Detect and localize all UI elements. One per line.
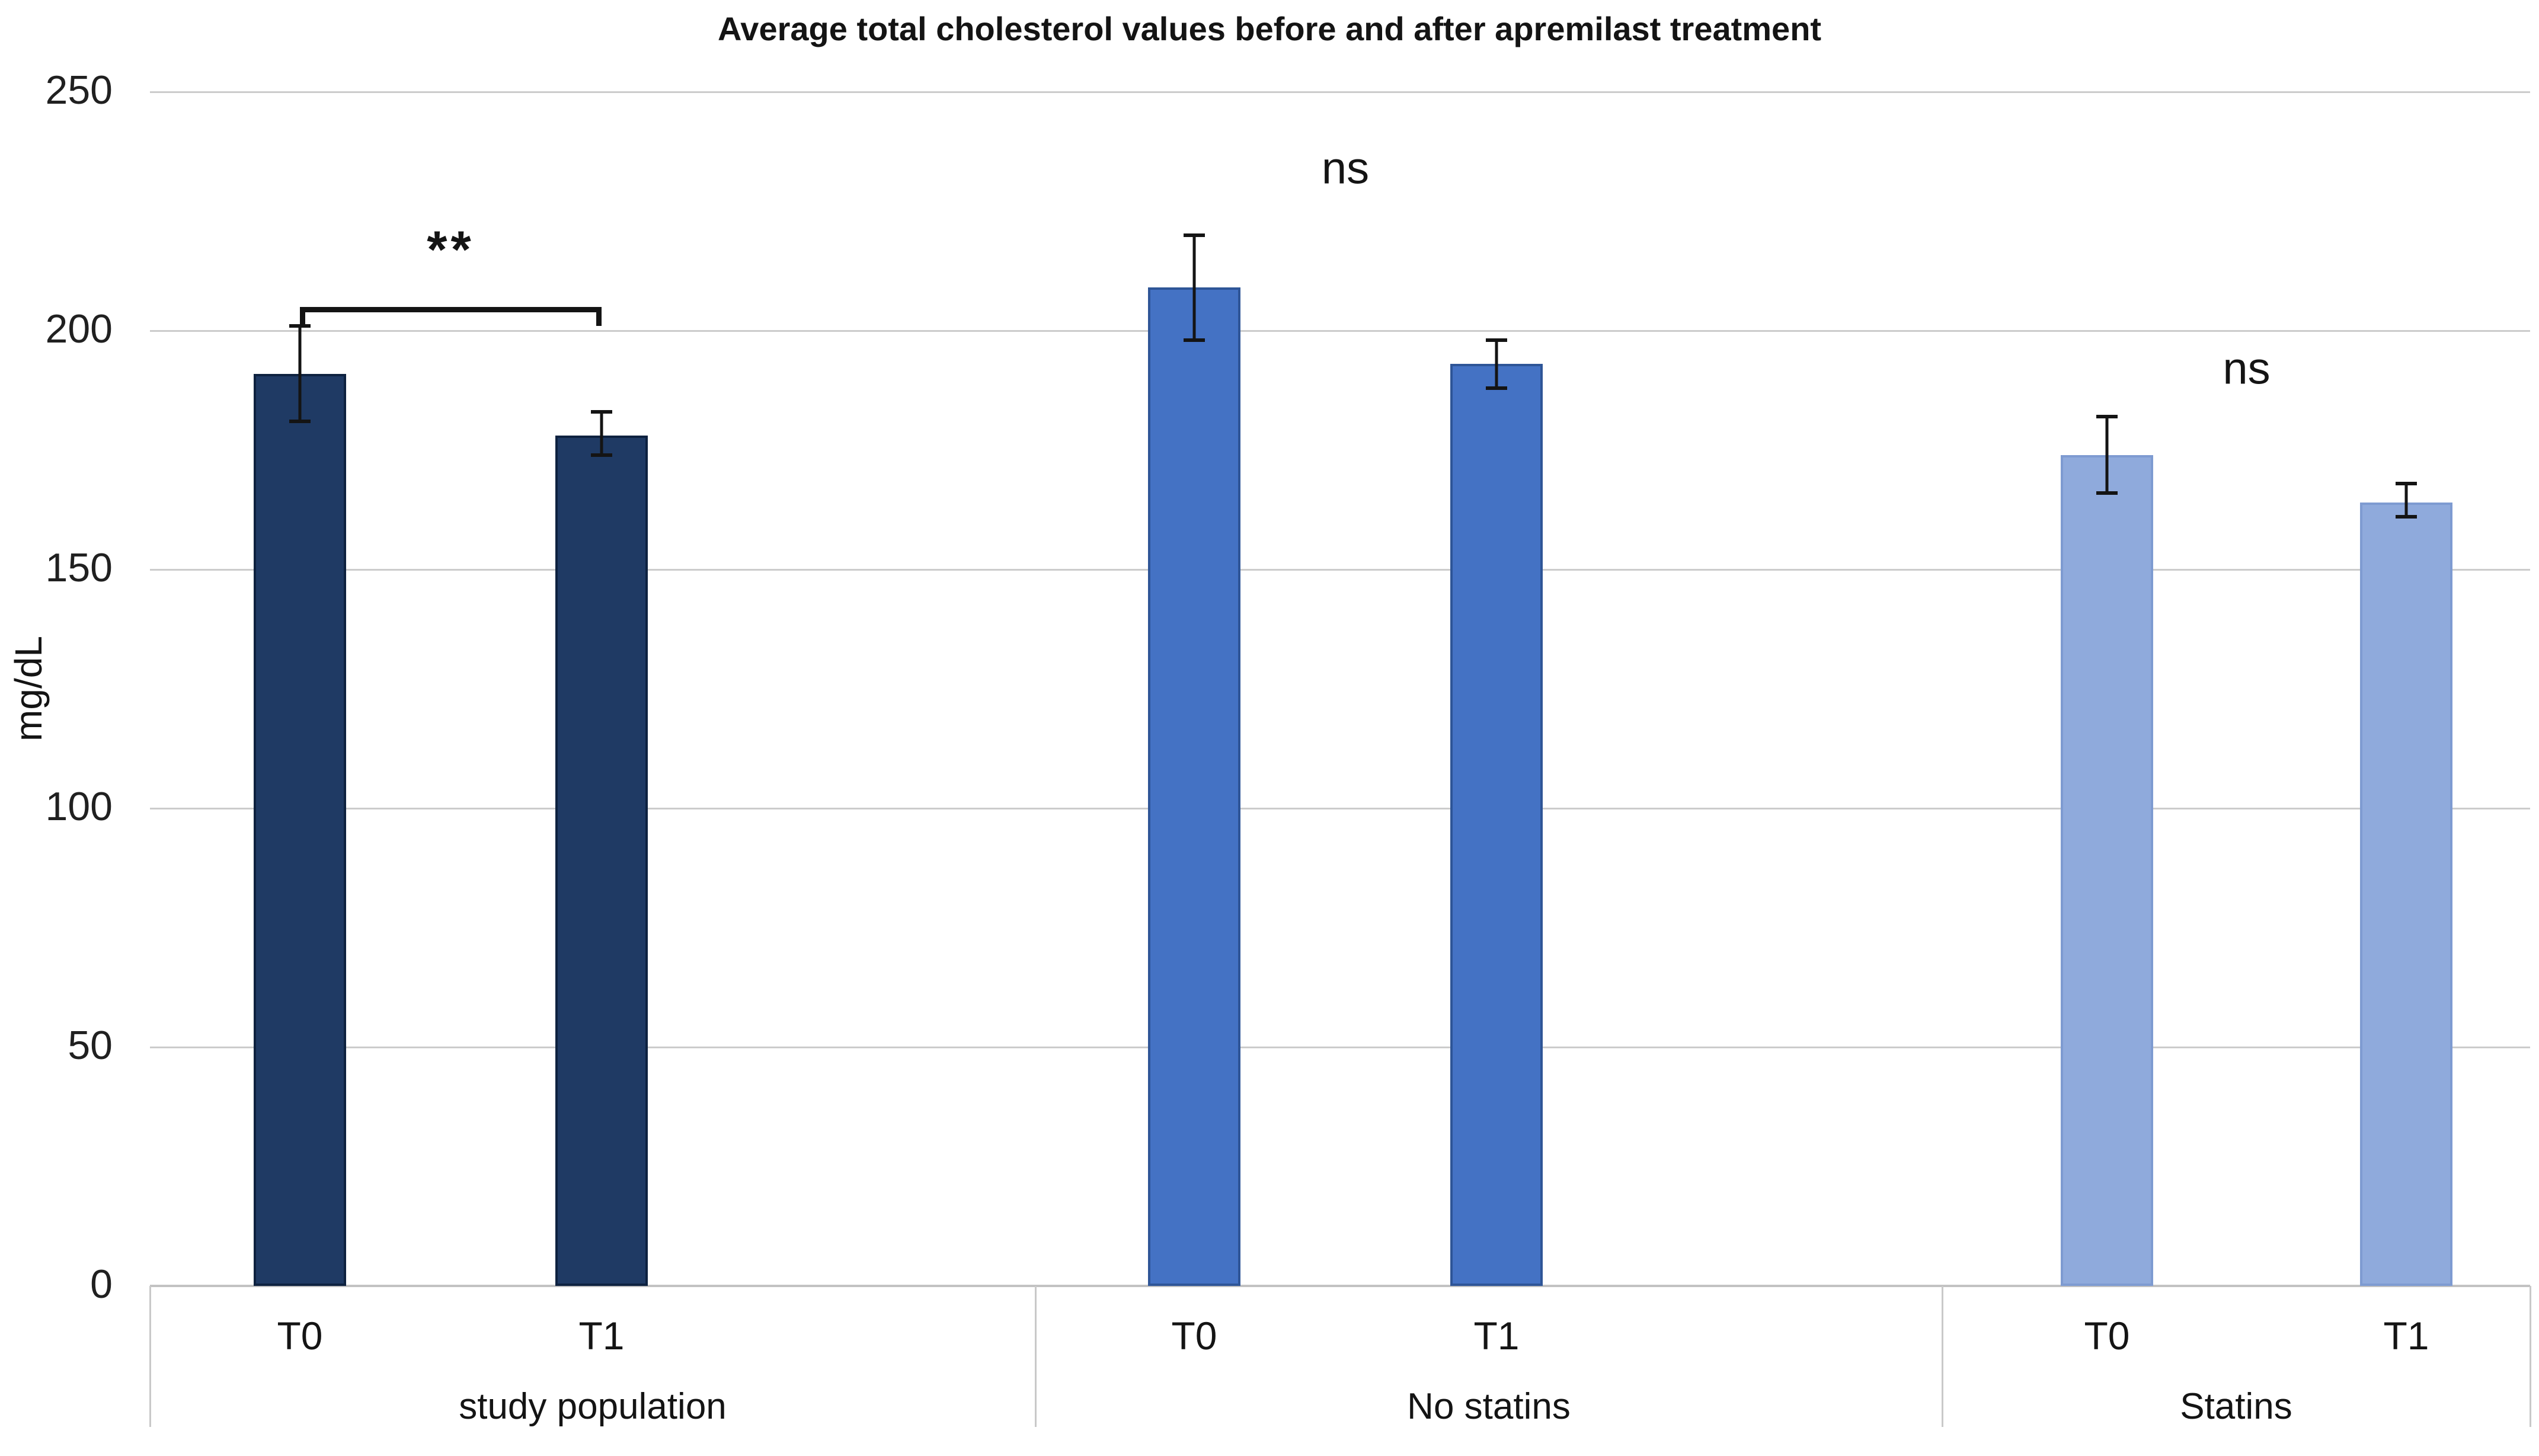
category-label-T1-group3: T1 [2383,1314,2429,1358]
category-separator-1 [1035,1286,1037,1427]
error-bar-T0-group1 [298,325,302,422]
error-cap-top [2396,481,2417,485]
error-bar-T1-group2 [1495,340,1498,388]
error-cap-top [2096,415,2118,419]
bar-study-population-T1 [555,436,648,1286]
error-bar-T1-group1 [600,412,603,455]
error-cap-top [591,410,612,414]
category-label-T0-group1: T0 [277,1314,323,1358]
category-label-T0-group2: T0 [1171,1314,1217,1358]
significance-label-group1: ** [427,219,475,279]
y-tick-label-250: 250 [45,67,113,113]
category-separator-3 [2530,1286,2531,1427]
group-label-statins: Statins [2180,1386,2292,1427]
significance-bracket-right-tick [596,306,602,326]
y-tick-label-0: 0 [90,1261,113,1307]
bar-study-population-T0 [254,373,346,1286]
x-axis-line [150,1285,2530,1287]
y-tick-label-200: 200 [45,306,113,351]
error-bar-T0-group2 [1192,235,1196,341]
bar-no-statins-T0 [1148,287,1240,1286]
error-cap-bottom [289,420,311,424]
bar-no-statins-T1 [1450,364,1543,1286]
error-cap-bottom [591,453,612,457]
error-cap-top [1184,233,1205,237]
significance-bracket [300,306,602,312]
group-label-study-population: study population [459,1386,727,1427]
y-tick-label-100: 100 [45,783,113,829]
bar-statins-T1 [2360,503,2452,1286]
chart-title: Average total cholesterol values before … [717,10,1822,47]
error-cap-bottom [1184,338,1205,343]
gridline-250 [150,91,2530,93]
category-separator-2 [1942,1286,1943,1427]
gridline-200 [150,330,2530,332]
category-label-T1-group2: T1 [1473,1314,1520,1358]
gridline-50 [150,1047,2530,1048]
error-cap-bottom [2396,515,2417,519]
significance-label-group2: ns [1321,143,1370,194]
category-separator-0 [149,1286,151,1427]
error-bar-T0-group3 [2105,417,2109,494]
y-tick-label-150: 150 [45,545,113,590]
significance-label-group3: ns [2223,343,2271,394]
bar-statins-T0 [2061,455,2153,1286]
error-cap-top [1486,338,1507,343]
y-tick-label-50: 50 [68,1022,113,1068]
error-bar-T1-group3 [2404,483,2408,517]
significance-bracket-left-tick [300,306,305,326]
error-cap-top [289,324,311,328]
gridline-100 [150,808,2530,809]
category-label-T1-group1: T1 [578,1314,625,1358]
error-cap-bottom [2096,491,2118,495]
y-axis-title: mg/dL [7,636,50,741]
gridline-150 [150,569,2530,571]
group-label-no-statins: No statins [1407,1386,1571,1427]
error-cap-bottom [1486,386,1507,390]
category-label-T0-group3: T0 [2084,1314,2130,1358]
